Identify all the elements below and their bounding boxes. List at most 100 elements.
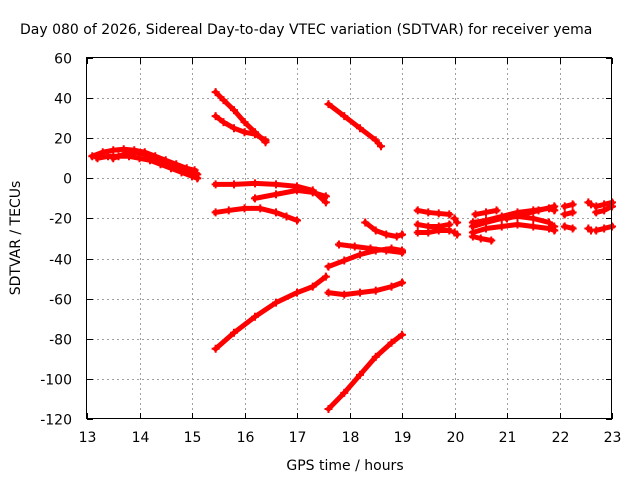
data-point xyxy=(387,282,396,291)
data-point xyxy=(398,230,406,239)
data-point xyxy=(211,344,220,353)
series-track-24 xyxy=(468,232,496,245)
y-tick-label: -20 xyxy=(49,212,72,228)
data-point xyxy=(251,130,259,139)
data-point xyxy=(324,100,333,109)
data-point xyxy=(382,246,391,255)
x-tick-label: 16 xyxy=(237,430,255,446)
data-point xyxy=(109,154,118,163)
x-tick-label: 21 xyxy=(499,430,517,446)
data-point xyxy=(211,112,220,121)
y-axis-label: SDTVAR / TECUs xyxy=(8,181,24,296)
data-point xyxy=(453,230,462,239)
data-point xyxy=(453,218,462,227)
data-point xyxy=(592,202,601,211)
data-point xyxy=(335,240,343,249)
series-track-9 xyxy=(211,272,330,353)
y-tick-label: -80 xyxy=(49,333,72,349)
data-point xyxy=(518,210,527,219)
series-track-26 xyxy=(503,202,559,223)
data-point xyxy=(293,216,301,225)
series-track-3 xyxy=(109,148,202,179)
chart-title: Day 080 of 2026, Sidereal Day-to-day VTE… xyxy=(20,22,592,38)
data-point xyxy=(109,146,118,155)
data-point xyxy=(371,136,380,145)
series-track-5 xyxy=(211,112,270,145)
x-axis-label: GPS time / hours xyxy=(286,458,403,474)
data-point xyxy=(182,168,191,177)
data-point xyxy=(587,200,595,209)
series-band xyxy=(212,112,269,144)
data-point xyxy=(272,298,280,307)
x-tick-label: 18 xyxy=(342,430,360,446)
data-point xyxy=(377,142,385,151)
data-point xyxy=(545,224,553,233)
x-tick-label: 22 xyxy=(552,430,570,446)
data-point xyxy=(445,210,454,219)
data-point xyxy=(104,152,112,161)
data-point xyxy=(224,206,233,215)
data-point xyxy=(513,220,522,229)
data-point xyxy=(340,388,349,397)
data-point xyxy=(503,214,511,223)
data-point xyxy=(413,220,422,229)
series-track-16 xyxy=(413,206,454,219)
y-tick-label: 20 xyxy=(54,132,72,148)
series-track-28 xyxy=(560,222,577,233)
data-point xyxy=(282,212,291,221)
data-point xyxy=(568,200,577,209)
series-track-31 xyxy=(584,224,595,235)
series-track-30 xyxy=(584,198,595,209)
data-point xyxy=(550,202,559,211)
data-point xyxy=(272,190,280,199)
data-point xyxy=(340,256,349,265)
data-point xyxy=(424,228,433,237)
data-point xyxy=(371,352,380,361)
series-track-20 xyxy=(450,228,462,239)
data-point xyxy=(529,214,538,223)
data-point xyxy=(340,112,349,121)
data-point xyxy=(230,180,238,189)
data-point xyxy=(119,150,128,159)
series-track-19 xyxy=(450,214,462,227)
data-point xyxy=(497,212,506,221)
data-point xyxy=(361,218,370,227)
x-tick-label: 20 xyxy=(447,430,465,446)
x-tick-label: 15 xyxy=(184,430,202,446)
plot-frame xyxy=(86,57,612,419)
data-point xyxy=(340,290,349,299)
data-point xyxy=(471,210,480,219)
data-point xyxy=(468,232,477,241)
data-point xyxy=(534,206,543,215)
data-point xyxy=(387,338,396,347)
series-band xyxy=(414,207,452,218)
data-point xyxy=(371,286,380,295)
data-point xyxy=(356,124,364,133)
y-tick-label: 60 xyxy=(54,52,72,68)
data-point xyxy=(324,404,333,413)
data-point xyxy=(251,312,259,321)
data-point xyxy=(371,226,380,235)
series-track-23 xyxy=(468,220,559,237)
x-tick-label: 19 xyxy=(394,430,412,446)
y-tick-label: 40 xyxy=(54,92,72,108)
data-point xyxy=(492,206,501,215)
data-point xyxy=(211,208,220,217)
data-point xyxy=(321,192,330,201)
x-tick-label: 17 xyxy=(289,430,307,446)
data-point xyxy=(434,209,443,218)
series-track-8 xyxy=(211,204,301,225)
data-point xyxy=(193,170,202,179)
data-point xyxy=(211,180,220,189)
data-point xyxy=(482,216,490,225)
data-point xyxy=(356,370,364,379)
data-point xyxy=(366,244,375,253)
data-point xyxy=(424,208,433,217)
series-track-14 xyxy=(324,278,406,299)
grid xyxy=(87,58,612,419)
data-point xyxy=(568,224,577,233)
data-point xyxy=(230,328,238,337)
data-point xyxy=(434,226,443,235)
series-track-10 xyxy=(324,100,385,151)
